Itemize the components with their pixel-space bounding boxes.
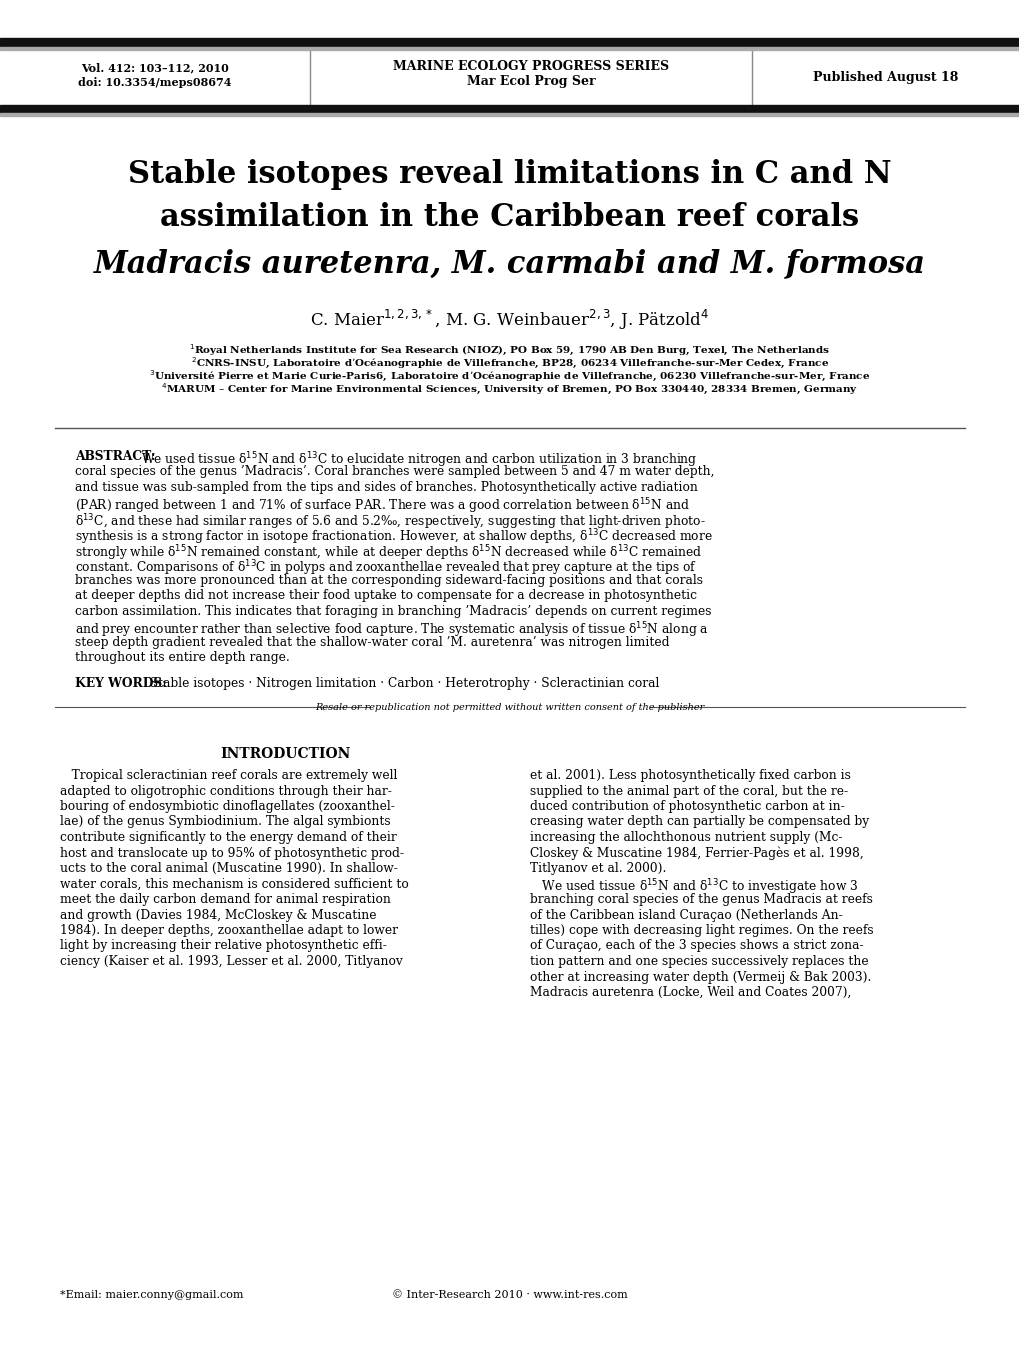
Text: δ$^{13}$C, and these had similar ranges of 5.6 and 5.2‰, respectively, suggestin: δ$^{13}$C, and these had similar ranges … — [75, 512, 705, 531]
Text: ABSTRACT:: ABSTRACT: — [75, 451, 159, 463]
Text: We used tissue δ$^{15}$N and δ$^{13}$C to investigate how 3: We used tissue δ$^{15}$N and δ$^{13}$C t… — [530, 877, 858, 897]
Text: © Inter-Research 2010 · www.int-res.com: © Inter-Research 2010 · www.int-res.com — [391, 1290, 628, 1301]
Bar — [0, 47, 1019, 50]
Text: C. Maier$^{1,2,3,*}$, M. G. Weinbauer$^{2,3}$, J. Pätzold$^{4}$: C. Maier$^{1,2,3,*}$, M. G. Weinbauer$^{… — [310, 308, 709, 332]
Text: bouring of endosymbiotic dinoflagellates (zooxanthel-: bouring of endosymbiotic dinoflagellates… — [60, 800, 394, 812]
Text: Tropical scleractinian reef corals are extremely well: Tropical scleractinian reef corals are e… — [60, 769, 397, 781]
Text: host and translocate up to 95% of photosynthetic prod-: host and translocate up to 95% of photos… — [60, 846, 404, 859]
Text: tion pattern and one species successively replaces the: tion pattern and one species successivel… — [530, 955, 868, 968]
Text: (PAR) ranged between 1 and 71% of surface PAR. There was a good correlation betw: (PAR) ranged between 1 and 71% of surfac… — [75, 496, 690, 516]
Bar — [0, 113, 1019, 116]
Text: Stable isotopes · Nitrogen limitation · Carbon · Heterotrophy · Scleractinian co: Stable isotopes · Nitrogen limitation · … — [142, 677, 658, 690]
Text: Madracis auretenra, M. carmabi and M. formosa: Madracis auretenra, M. carmabi and M. fo… — [94, 249, 925, 280]
Text: $^4$MARUM – Center for Marine Environmental Sciences, University of Bremen, PO B: $^4$MARUM – Center for Marine Environmen… — [161, 382, 858, 397]
Text: branches was more pronounced than at the corresponding sideward-facing positions: branches was more pronounced than at the… — [75, 574, 702, 586]
Text: INTRODUCTION: INTRODUCTION — [220, 746, 350, 761]
Text: supplied to the animal part of the coral, but the re-: supplied to the animal part of the coral… — [530, 784, 847, 798]
Text: creasing water depth can partially be compensated by: creasing water depth can partially be co… — [530, 815, 868, 829]
Text: synthesis is a strong factor in isotope fractionation. However, at shallow depth: synthesis is a strong factor in isotope … — [75, 527, 712, 547]
Text: *Email: maier.conny@gmail.com: *Email: maier.conny@gmail.com — [60, 1290, 244, 1301]
Text: Resale or republication not permitted without written consent of the publisher: Resale or republication not permitted wi… — [315, 702, 704, 712]
Text: and prey encounter rather than selective food capture. The systematic analysis o: and prey encounter rather than selective… — [75, 620, 708, 640]
Text: doi: 10.3354/meps08674: doi: 10.3354/meps08674 — [78, 78, 231, 89]
Text: constant. Comparisons of δ$^{13}$C in polyps and zooxanthellae revealed that pre: constant. Comparisons of δ$^{13}$C in po… — [75, 558, 696, 578]
Text: coral species of the genus ’Madracis’. Coral branches were sampled between 5 and: coral species of the genus ’Madracis’. C… — [75, 465, 713, 479]
Text: contribute significantly to the energy demand of their: contribute significantly to the energy d… — [60, 831, 396, 845]
Text: tilles) cope with decreasing light regimes. On the reefs: tilles) cope with decreasing light regim… — [530, 924, 872, 937]
Text: Vol. 412: 103–112, 2010: Vol. 412: 103–112, 2010 — [82, 62, 228, 74]
Text: et al. 2001). Less photosynthetically fixed carbon is: et al. 2001). Less photosynthetically fi… — [530, 769, 850, 781]
Text: ciency (Kaiser et al. 1993, Lesser et al. 2000, Titlyanov: ciency (Kaiser et al. 1993, Lesser et al… — [60, 955, 403, 968]
Text: MARINE ECOLOGY PROGRESS SERIES: MARINE ECOLOGY PROGRESS SERIES — [392, 59, 668, 73]
Text: and tissue was sub-sampled from the tips and sides of branches. Photosynthetical: and tissue was sub-sampled from the tips… — [75, 482, 697, 494]
Text: We used tissue δ$^{15}$N and δ$^{13}$C to elucidate nitrogen and carbon utilizat: We used tissue δ$^{15}$N and δ$^{13}$C t… — [141, 451, 697, 469]
Bar — [0, 105, 1019, 113]
Text: $^2$CNRS-INSU, Laboratoire d’Océanographie de Villefranche, BP28, 06234 Villefra: $^2$CNRS-INSU, Laboratoire d’Océanograph… — [191, 355, 828, 370]
Text: of Curaçao, each of the 3 species shows a strict zona-: of Curaçao, each of the 3 species shows … — [530, 940, 863, 952]
Text: assimilation in the Caribbean reef corals: assimilation in the Caribbean reef coral… — [160, 203, 859, 234]
Text: Stable isotopes reveal limitations in C and N: Stable isotopes reveal limitations in C … — [128, 160, 891, 191]
Text: adapted to oligotrophic conditions through their har-: adapted to oligotrophic conditions throu… — [60, 784, 391, 798]
Text: throughout its entire depth range.: throughout its entire depth range. — [75, 651, 289, 664]
Text: other at increasing water depth (Vermeij & Bak 2003).: other at increasing water depth (Vermeij… — [530, 971, 870, 983]
Text: lae) of the genus Symbiodinium. The algal symbionts: lae) of the genus Symbiodinium. The alga… — [60, 815, 390, 829]
Text: at deeper depths did not increase their food uptake to compensate for a decrease: at deeper depths did not increase their … — [75, 589, 696, 603]
Text: Closkey & Muscatine 1984, Ferrier-Pagès et al. 1998,: Closkey & Muscatine 1984, Ferrier-Pagès … — [530, 846, 863, 859]
Text: carbon assimilation. This indicates that foraging in branching ’Madracis’ depend: carbon assimilation. This indicates that… — [75, 605, 711, 617]
Text: $^1$Royal Netherlands Institute for Sea Research (NIOZ), PO Box 59, 1790 AB Den : $^1$Royal Netherlands Institute for Sea … — [190, 343, 829, 358]
Text: water corals, this mechanism is considered sufficient to: water corals, this mechanism is consider… — [60, 877, 409, 890]
Bar — [0, 38, 1019, 47]
Text: duced contribution of photosynthetic carbon at in-: duced contribution of photosynthetic car… — [530, 800, 844, 812]
Text: increasing the allochthonous nutrient supply (Mc-: increasing the allochthonous nutrient su… — [530, 831, 842, 845]
Text: and growth (Davies 1984, McCloskey & Muscatine: and growth (Davies 1984, McCloskey & Mus… — [60, 908, 376, 921]
Text: steep depth gradient revealed that the shallow-water coral ’M. auretenra’ was ni: steep depth gradient revealed that the s… — [75, 636, 668, 650]
Text: strongly while δ$^{15}$N remained constant, while at deeper depths δ$^{15}$N dec: strongly while δ$^{15}$N remained consta… — [75, 543, 702, 562]
Text: ucts to the coral animal (Muscatine 1990). In shallow-: ucts to the coral animal (Muscatine 1990… — [60, 862, 397, 876]
Text: Titlyanov et al. 2000).: Titlyanov et al. 2000). — [530, 862, 665, 876]
Text: Published August 18: Published August 18 — [812, 70, 958, 83]
Text: meet the daily carbon demand for animal respiration: meet the daily carbon demand for animal … — [60, 893, 390, 907]
Text: Madracis auretenra (Locke, Weil and Coates 2007),: Madracis auretenra (Locke, Weil and Coat… — [530, 986, 851, 999]
Text: $^3$Université Pierre et Marie Curie-Paris6, Laboratoire d’Océanographie de Vill: $^3$Université Pierre et Marie Curie-Par… — [149, 369, 870, 383]
Text: branching coral species of the genus Madracis at reefs: branching coral species of the genus Mad… — [530, 893, 872, 907]
Text: 1984). In deeper depths, zooxanthellae adapt to lower: 1984). In deeper depths, zooxanthellae a… — [60, 924, 397, 937]
Text: light by increasing their relative photosynthetic effi-: light by increasing their relative photo… — [60, 940, 386, 952]
Text: of the Caribbean island Curaçao (Netherlands An-: of the Caribbean island Curaçao (Netherl… — [530, 908, 842, 921]
Text: Mar Ecol Prog Ser: Mar Ecol Prog Ser — [467, 75, 595, 89]
Text: KEY WORDS:: KEY WORDS: — [75, 677, 166, 690]
